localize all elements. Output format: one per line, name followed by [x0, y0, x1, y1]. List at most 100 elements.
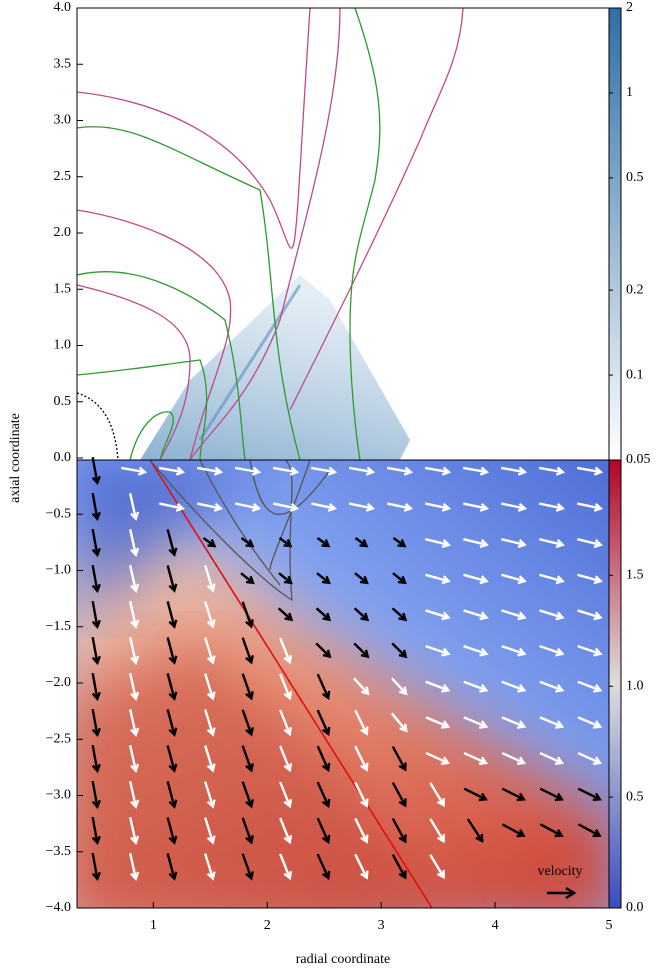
velocity-arrow	[354, 572, 369, 585]
velocity-arrow	[386, 466, 414, 476]
y-tick-label: 1.0	[54, 338, 72, 353]
velocity-arrow	[279, 637, 293, 665]
velocity-arrow	[316, 673, 331, 701]
velocity-arrow	[91, 852, 101, 882]
velocity-arrow	[279, 817, 293, 845]
velocity-arrow	[235, 502, 262, 512]
velocity-arrow	[577, 787, 602, 802]
velocity-arrow	[277, 607, 294, 622]
velocity-arrow	[577, 751, 603, 765]
velocity-arrow	[539, 787, 564, 802]
velocity-arrow	[204, 709, 216, 737]
velocity-arrow	[392, 537, 407, 548]
colorbar-tick-label: 1.0	[626, 678, 644, 693]
x-tick-label: 1	[150, 918, 157, 933]
velocity-field	[91, 456, 604, 882]
velocity-arrow	[500, 466, 528, 476]
velocity-arrow	[391, 607, 408, 622]
x-tick-label: 4	[492, 918, 499, 933]
velocity-arrow	[577, 644, 603, 657]
velocity-arrow	[425, 538, 451, 549]
velocity-arrow	[577, 538, 603, 549]
velocity-arrow	[501, 573, 527, 585]
velocity-arrow	[202, 537, 217, 548]
velocity-arrow	[391, 677, 408, 696]
velocity-arrow	[159, 502, 186, 512]
y-tick-label: −2.0	[46, 675, 71, 690]
velocity-arrow	[241, 673, 254, 701]
velocity-arrow	[425, 680, 451, 693]
velocity-arrow	[577, 716, 603, 729]
velocity-arrow	[278, 537, 293, 548]
velocity-arrow	[463, 751, 489, 765]
velocity-arrow	[279, 745, 293, 773]
velocity-arrow	[241, 817, 254, 845]
velocity-arrow	[128, 745, 140, 773]
colorbar-tick-label: 0.05	[626, 452, 651, 467]
velocity-arrow	[539, 751, 565, 765]
y-tick-label: 0.5	[54, 394, 72, 409]
velocity-arrow	[501, 680, 527, 693]
velocity-arrow	[241, 601, 254, 629]
velocity-arrow	[429, 818, 445, 844]
velocity-arrow	[278, 572, 293, 585]
velocity-arrow	[128, 493, 140, 521]
velocity-arrow	[501, 644, 527, 657]
velocity-arrow	[391, 782, 407, 808]
velocity-arrow	[128, 529, 140, 557]
velocity-arrow	[425, 502, 452, 512]
velocity-arrow	[539, 716, 565, 729]
velocity-arrow	[166, 745, 178, 773]
x-tick-label: 2	[264, 918, 271, 933]
velocity-arrow	[128, 709, 140, 737]
velocity-arrow	[577, 609, 603, 621]
velocity-arrow	[425, 751, 451, 765]
velocity-arrow	[166, 709, 178, 737]
velocity-arrow	[349, 502, 376, 512]
y-tick-label: 2.5	[54, 169, 72, 184]
velocity-arrow	[316, 853, 331, 881]
velocity-arrow	[501, 502, 528, 512]
velocity-arrow	[197, 502, 224, 512]
velocity-arrow	[91, 744, 101, 774]
velocity-arrow	[539, 823, 564, 838]
velocity-arrow	[91, 600, 101, 630]
y-tick-label: −1.5	[46, 619, 71, 634]
velocity-arrow	[391, 854, 407, 880]
contours	[76, 7, 464, 909]
velocity-arrow	[166, 673, 178, 701]
velocity-arrow	[273, 502, 300, 512]
density-wedge	[140, 275, 410, 460]
velocity-arrow	[316, 817, 331, 845]
velocity-arrow	[391, 818, 407, 844]
velocity-arrow	[354, 817, 369, 844]
velocity-arrow	[316, 572, 331, 585]
velocity-arrow	[310, 466, 338, 476]
velocity-arrow	[166, 529, 178, 557]
velocity-arrow	[348, 466, 376, 476]
velocity-key-arrow	[547, 886, 577, 900]
velocity-arrow	[279, 781, 293, 809]
colorbar	[608, 7, 622, 461]
velocity-arrow	[577, 573, 603, 585]
velocity-arrow	[204, 853, 216, 881]
velocity-arrow	[158, 466, 186, 476]
velocity-arrow	[316, 709, 331, 737]
y-tick-label: 0.0	[54, 450, 72, 465]
velocity-arrow	[241, 637, 254, 665]
velocity-arrow	[425, 716, 451, 729]
velocity-arrow	[354, 709, 369, 736]
velocity-arrow	[354, 745, 369, 772]
velocity-arrow	[501, 823, 526, 838]
velocity-arrow	[577, 680, 603, 693]
y-tick-label: 2.0	[54, 225, 72, 240]
velocity-arrow	[501, 538, 527, 549]
velocity-arrow	[501, 716, 527, 729]
velocity-arrow	[128, 817, 140, 845]
velocity-arrow	[91, 636, 101, 666]
velocity-arrow	[204, 565, 216, 593]
velocity-arrow	[501, 609, 527, 621]
velocity-arrow	[354, 537, 369, 548]
velocity-arrow	[166, 853, 178, 881]
y-axis-title: axial coordinate	[8, 413, 23, 503]
